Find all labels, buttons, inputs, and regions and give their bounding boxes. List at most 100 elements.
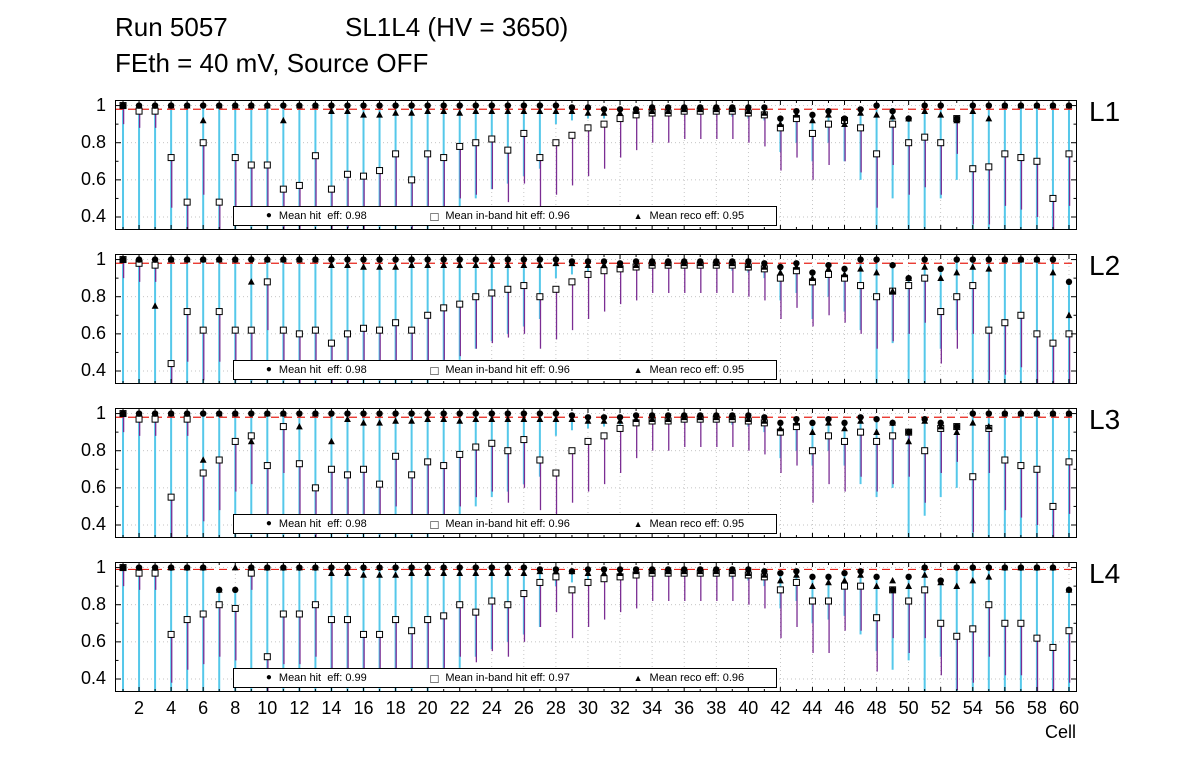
x-tick-label: 32 [610, 698, 631, 718]
legend-l1: ● Mean hit eff: 0.98 □ Mean in-band hit … [233, 206, 777, 226]
x-tick-label: 42 [770, 698, 791, 718]
y-tick-label: 0.4 [80, 514, 106, 534]
legend-hit-label: Mean hit eff: 0.98 [278, 209, 367, 222]
y-tick-label: 0.8 [80, 131, 106, 152]
legend-inband-label: Mean in-band hit eff: 0.97 [445, 671, 570, 684]
chart-panel-l4: ● Mean hit eff: 0.99 □ Mean in-band hit … [115, 558, 1120, 692]
open-square-icon: □ [430, 362, 439, 378]
plot-area-l3 [115, 408, 1077, 538]
legend-l2: ● Mean hit eff: 0.98 □ Mean in-band hit … [233, 360, 777, 380]
y-tick-label: 0.8 [80, 439, 106, 460]
x-tick-label: 52 [930, 698, 951, 718]
x-tick-label: 14 [321, 698, 342, 718]
detector-title: SL1L4 (HV = 3650) [345, 12, 569, 42]
legend-reco-label: Mean reco eff: 0.95 [649, 363, 745, 376]
legend-item-reco: ▲ Mean reco eff: 0.95 [633, 517, 745, 530]
x-tick-label: 10 [257, 698, 278, 718]
x-tick-label: 18 [385, 698, 406, 718]
x-tick-label: 6 [198, 698, 209, 718]
legend-item-inband: □ Mean in-band hit eff: 0.97 [430, 672, 569, 685]
legend-item-reco: ▲ Mean reco eff: 0.96 [633, 671, 745, 684]
filled-circle-icon: ● [265, 210, 272, 221]
legend-item-hit: ● Mean hit eff: 0.99 [265, 671, 367, 684]
x-tick-label: 20 [417, 698, 438, 718]
x-tick-label: 24 [481, 698, 502, 718]
x-tick-label: 2 [134, 698, 145, 718]
x-tick-label: 8 [230, 698, 241, 718]
x-tick-label: 16 [353, 698, 374, 718]
y-tick-label: 0.6 [80, 322, 106, 343]
legend-item-hit: ● Mean hit eff: 0.98 [265, 517, 367, 530]
y-tick-label: 1 [95, 402, 106, 423]
filled-triangle-icon: ▲ [633, 364, 643, 375]
x-tick-label: 28 [545, 698, 566, 718]
x-tick-label: 56 [994, 698, 1015, 718]
legend-reco-label: Mean reco eff: 0.96 [649, 671, 745, 684]
x-tick-label: 4 [166, 698, 177, 718]
panel-label-l1: L1 [1089, 96, 1121, 127]
open-square-icon: □ [430, 208, 439, 224]
chart-panel-l1: ● Mean hit eff: 0.98 □ Mean in-band hit … [115, 96, 1120, 230]
legend-item-hit: ● Mean hit eff: 0.98 [265, 363, 367, 376]
legend-inband-label: Mean in-band hit eff: 0.96 [445, 209, 570, 222]
x-tick-label: 22 [449, 698, 470, 718]
x-tick-label: 58 [1026, 698, 1047, 718]
legend-item-reco: ▲ Mean reco eff: 0.95 [633, 363, 745, 376]
legend-reco-label: Mean reco eff: 0.95 [649, 517, 745, 530]
filled-triangle-icon: ▲ [633, 518, 643, 529]
x-tick-label: 60 [1058, 698, 1079, 718]
x-tick-label: 34 [642, 698, 663, 718]
legend-item-hit: ● Mean hit eff: 0.98 [265, 209, 367, 222]
filled-triangle-icon: ▲ [633, 210, 643, 221]
x-tick-label: 36 [674, 698, 695, 718]
legend-inband-label: Mean in-band hit eff: 0.96 [445, 363, 570, 376]
y-tick-label: 0.8 [80, 285, 106, 306]
y-tick-label: 1 [95, 556, 106, 577]
legend-hit-label: Mean hit eff: 0.98 [278, 363, 367, 376]
legend-item-inband: □ Mean in-band hit eff: 0.96 [430, 364, 569, 377]
legend-item-inband: □ Mean in-band hit eff: 0.96 [430, 518, 569, 531]
y-tick-label: 0.8 [80, 593, 106, 614]
chart-canvas-l3 [115, 408, 1077, 538]
legend-reco-label: Mean reco eff: 0.95 [649, 209, 745, 222]
legend-item-reco: ▲ Mean reco eff: 0.95 [633, 209, 745, 222]
filled-circle-icon: ● [265, 672, 272, 683]
x-tick-label: 40 [738, 698, 759, 718]
y-tick-label: 0.4 [80, 206, 106, 226]
open-square-icon: □ [430, 670, 439, 686]
legend-item-inband: □ Mean in-band hit eff: 0.96 [430, 210, 569, 223]
open-square-icon: □ [430, 516, 439, 532]
y-tick-label: 0.4 [80, 668, 106, 688]
x-tick-label: 26 [513, 698, 534, 718]
x-axis-title: Cell [1044, 722, 1076, 742]
x-tick-label: 30 [577, 698, 598, 718]
panel-label-l2: L2 [1089, 250, 1121, 281]
panel-label-l4: L4 [1089, 558, 1121, 589]
x-tick-label: 54 [962, 698, 983, 718]
legend-hit-label: Mean hit eff: 0.99 [278, 671, 367, 684]
chart-panel-l2: ● Mean hit eff: 0.98 □ Mean in-band hit … [115, 250, 1120, 384]
y-tick-label: 0.4 [80, 360, 106, 380]
legend-l3: ● Mean hit eff: 0.98 □ Mean in-band hit … [233, 514, 777, 534]
x-tick-label: 48 [866, 698, 887, 718]
x-tick-label: 38 [706, 698, 727, 718]
chart-panel-l3: ● Mean hit eff: 0.98 □ Mean in-band hit … [115, 404, 1120, 538]
x-tick-label: 12 [289, 698, 310, 718]
x-tick-label: 46 [834, 698, 855, 718]
x-tick-label: 50 [898, 698, 919, 718]
y-tick-label: 1 [95, 94, 106, 115]
conditions-subtitle: FEth = 40 mV, Source OFF [115, 48, 429, 78]
filled-circle-icon: ● [265, 364, 272, 375]
x-tick-label: 44 [802, 698, 823, 718]
y-tick-label: 0.6 [80, 630, 106, 651]
legend-l4: ● Mean hit eff: 0.99 □ Mean in-band hit … [233, 668, 777, 688]
run-title: Run 5057 [115, 12, 228, 42]
filled-circle-icon: ● [265, 518, 272, 529]
legend-hit-label: Mean hit eff: 0.98 [278, 517, 367, 530]
legend-inband-label: Mean in-band hit eff: 0.96 [445, 517, 570, 530]
filled-triangle-icon: ▲ [633, 672, 643, 683]
y-tick-label: 0.6 [80, 476, 106, 497]
y-tick-label: 0.6 [80, 168, 106, 189]
panel-label-l3: L3 [1089, 404, 1121, 435]
